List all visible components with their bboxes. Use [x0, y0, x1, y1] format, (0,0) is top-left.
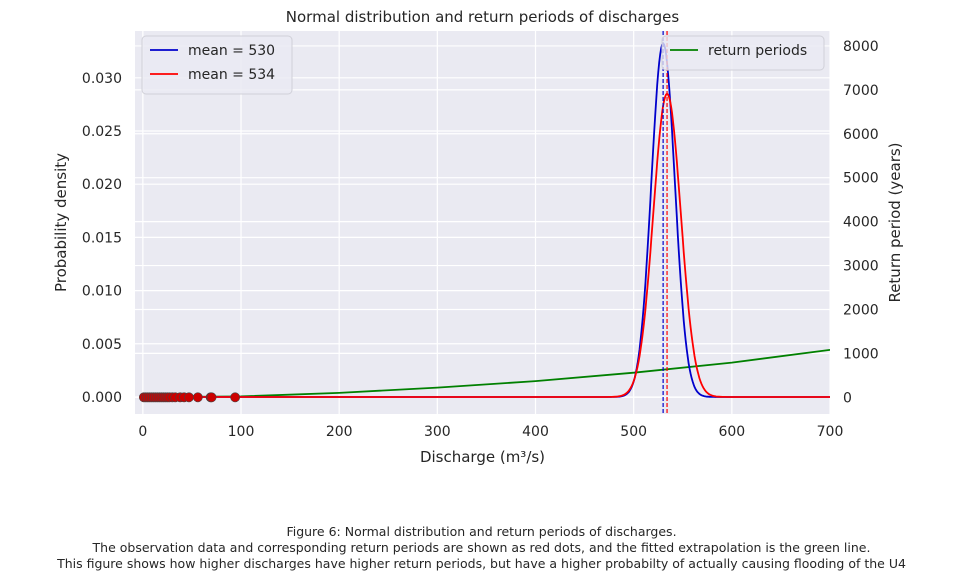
y-tick-label: 0.000: [82, 390, 122, 406]
x-tick-label: 300: [424, 424, 451, 440]
x-tick-label: 100: [228, 424, 255, 440]
observation-point: [230, 392, 241, 403]
x-tick-label: 600: [718, 424, 745, 440]
series-layer: [138, 31, 830, 414]
legend-top-right: return periods: [661, 35, 825, 71]
x-tick-label: 400: [522, 424, 549, 440]
observation-point: [192, 392, 203, 403]
return-periods-line: [142, 349, 830, 399]
y-tick-label: 0.005: [82, 337, 122, 353]
y2-tick-label: 0: [843, 390, 852, 406]
plot-background: [135, 31, 830, 414]
legend-box: [661, 35, 825, 71]
y-axis-label: Probability density: [52, 153, 70, 292]
y-tick-label: 0.030: [82, 71, 122, 87]
x-tick-label: 0: [138, 424, 147, 440]
y2-tick-label: 1000: [843, 346, 879, 362]
y2-tick-label: 4000: [843, 215, 879, 231]
y2-axis-label: Return period (years): [886, 142, 904, 302]
observation-point: [184, 392, 194, 403]
x-tick-label: 200: [326, 424, 353, 440]
y2-tick-label: 5000: [843, 171, 879, 187]
x-axis-label: Discharge (m³/s): [420, 448, 545, 466]
legend-top-left: mean = 530 mean = 534: [141, 35, 293, 95]
tick-labels: 0 100 200 300 400 500 600 700 0.000 0.005 0.010 0.0…: [82, 39, 879, 440]
legend-entry-label: mean = 534: [188, 67, 275, 83]
y2-tick-label: 6000: [843, 127, 879, 143]
observation-point: [206, 392, 217, 403]
legend-box: [141, 35, 293, 95]
legends: mean = 530 mean = 534 return periods: [141, 35, 825, 95]
y2-tick-label: 8000: [843, 39, 879, 55]
y-tick-label: 0.025: [82, 124, 122, 140]
x-tick-label: 700: [817, 424, 844, 440]
x-tick-label: 500: [620, 424, 647, 440]
caption-line-1: Figure 6: Normal distribution and return…: [286, 524, 677, 539]
y2-tick-label: 2000: [843, 302, 879, 318]
y2-tick-label: 3000: [843, 259, 879, 275]
legend-entry-label: mean = 530: [188, 43, 275, 59]
figure-caption: Figure 6: Normal distribution and return…: [0, 524, 963, 572]
y-tick-label: 0.020: [82, 177, 122, 193]
legend-entry-label: return periods: [708, 43, 807, 59]
caption-line-3: This figure shows how higher discharges …: [57, 556, 906, 571]
pdf-line-mean-534: [142, 92, 830, 398]
chart: 0 100 200 300 400 500 600 700 0.000 0.005 0.010 0.0…: [52, 8, 904, 466]
y-tick-label: 0.010: [82, 284, 122, 300]
y2-tick-label: 7000: [843, 83, 879, 99]
chart-title: Normal distribution and return periods o…: [286, 8, 680, 26]
caption-line-2: The observation data and corresponding r…: [92, 540, 871, 555]
y-tick-label: 0.015: [82, 230, 122, 246]
